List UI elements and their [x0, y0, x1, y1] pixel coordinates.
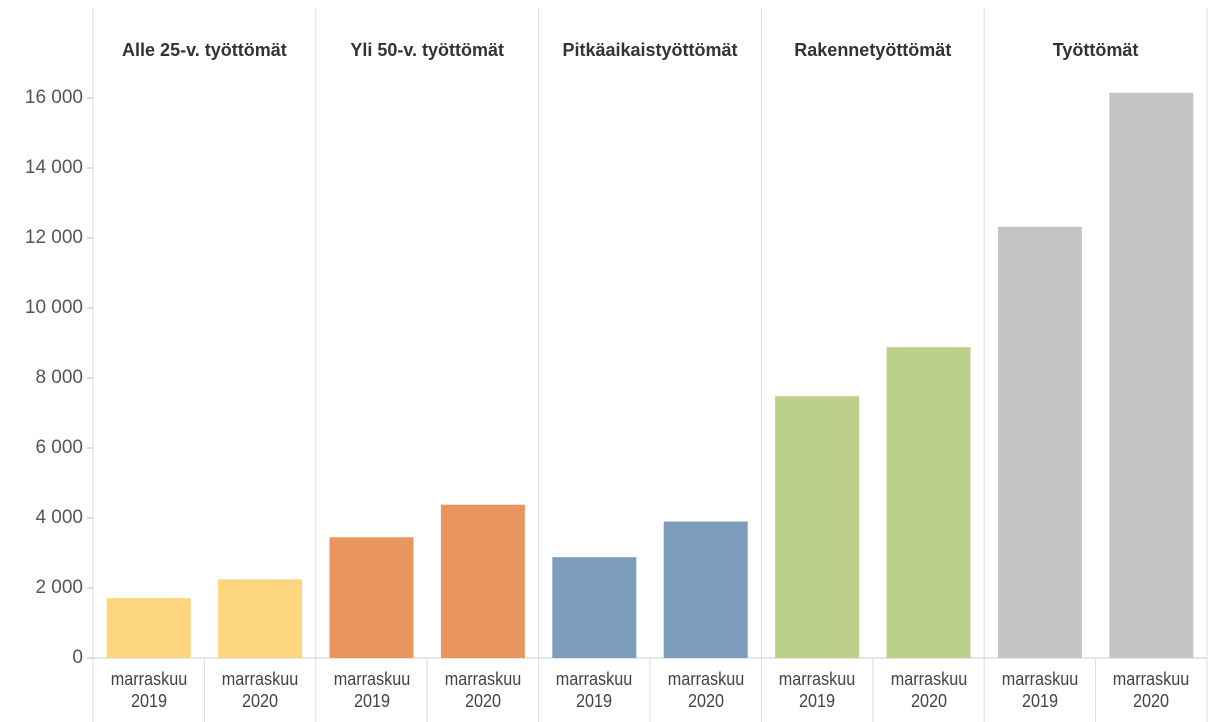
bar	[663, 521, 748, 658]
x-tick-label: marraskuu 2020	[221, 669, 299, 711]
panel-header: Pitkäaikaistyöttömät	[562, 40, 737, 60]
x-tick-label: marraskuu 2020	[667, 669, 744, 711]
x-tick-label: marraskuu 2019	[1001, 669, 1079, 711]
y-tick-label: 4 000	[35, 507, 83, 528]
bar	[1109, 92, 1194, 658]
y-tick-label: 6 000	[35, 437, 83, 458]
x-tick-label: marraskuu 2019	[333, 669, 410, 711]
bar	[552, 557, 637, 658]
bar	[886, 347, 971, 658]
y-tick-label: 2 000	[35, 577, 83, 598]
bar	[997, 226, 1082, 659]
panel-header: Rakennetyöttömät	[794, 40, 951, 60]
x-tick-label: marraskuu 2019	[110, 669, 187, 711]
panel-header: Yli 50-v. työttömät	[350, 40, 504, 60]
y-tick-label: 10 000	[25, 297, 83, 318]
x-tick-label: marraskuu 2019	[556, 669, 633, 711]
y-tick-label: 14 000	[25, 157, 83, 178]
panel-header: Työttömät	[1053, 40, 1139, 60]
bar	[775, 396, 860, 658]
x-tick-label: marraskuu 2019	[778, 669, 856, 711]
y-tick-label: 0	[72, 647, 83, 668]
bar	[106, 598, 191, 658]
bar	[440, 504, 525, 658]
y-tick-label: 8 000	[35, 367, 83, 388]
x-tick-label: marraskuu 2020	[444, 669, 522, 711]
y-tick-label: 16 000	[25, 87, 83, 108]
panel-header: Alle 25-v. työttömät	[122, 40, 287, 60]
x-tick-label: marraskuu 2020	[890, 669, 967, 711]
y-tick-label: 12 000	[25, 227, 83, 248]
bar	[329, 537, 414, 658]
bar	[218, 579, 303, 658]
x-tick-label: marraskuu 2020	[1113, 669, 1190, 711]
